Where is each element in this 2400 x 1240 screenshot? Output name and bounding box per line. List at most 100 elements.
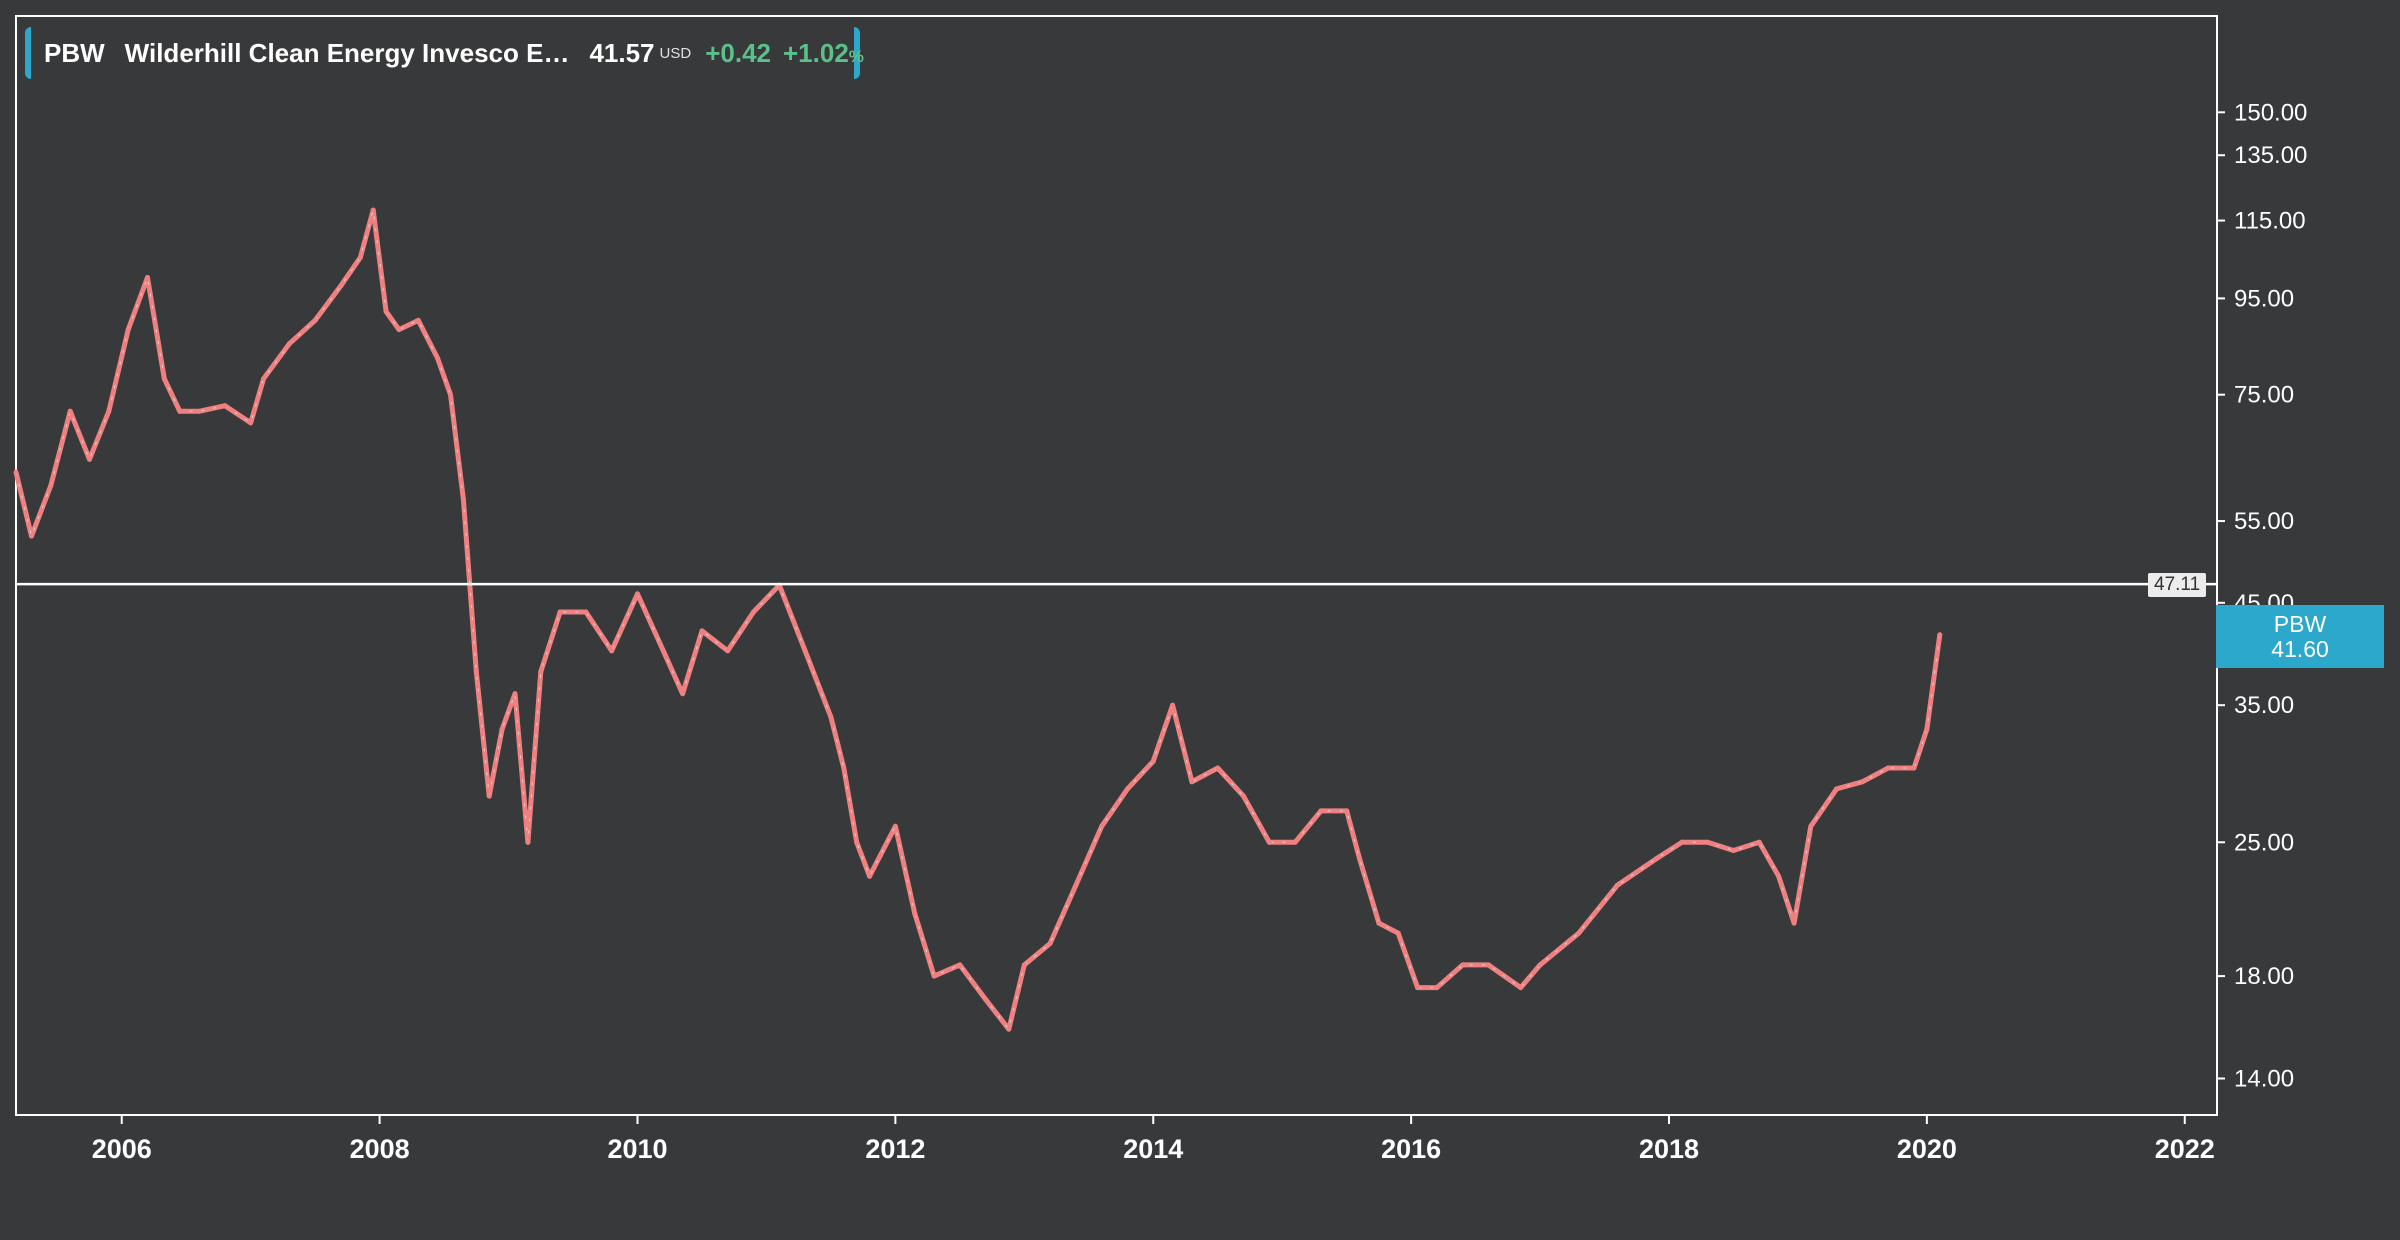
data-point xyxy=(1776,873,1782,879)
data-point xyxy=(29,533,34,539)
data-point xyxy=(1047,941,1053,946)
data-point xyxy=(1653,856,1659,862)
data-point xyxy=(1434,985,1440,991)
y-tick-label: 115.00 xyxy=(2234,208,2306,235)
data-point xyxy=(370,207,376,213)
data-point xyxy=(1170,702,1176,708)
y-tick-label: 75.00 xyxy=(2234,382,2294,409)
y-tick-label: 25.00 xyxy=(2234,829,2294,856)
plot-frame xyxy=(15,15,2218,1116)
data-point xyxy=(1266,839,1272,845)
data-point xyxy=(1099,823,1105,829)
horizontal-line-label[interactable]: 47.11 xyxy=(2148,573,2207,597)
data-point xyxy=(1731,848,1736,853)
data-point xyxy=(1241,793,1246,799)
data-point xyxy=(680,691,686,697)
legend-change-percent-value: +1.02 xyxy=(783,37,849,68)
x-tick-label: 2016 xyxy=(1381,1134,1441,1164)
y-tick-label: 150.00 xyxy=(2234,99,2307,126)
data-point xyxy=(161,376,167,382)
data-point xyxy=(106,408,112,414)
x-tick-label: 2012 xyxy=(865,1134,925,1164)
data-point xyxy=(751,609,756,615)
y-tick-label: 18.00 xyxy=(2234,963,2294,990)
y-axis: 150.00135.00115.0095.0075.0055.0045.0035… xyxy=(2217,99,2307,1092)
data-point xyxy=(1518,985,1524,991)
data-point xyxy=(460,496,466,502)
price-series-layer xyxy=(13,207,1943,1032)
data-point xyxy=(802,648,808,654)
data-point xyxy=(1791,920,1797,926)
data-point xyxy=(1376,920,1382,926)
y-tick-label: 14.00 xyxy=(2234,1065,2294,1092)
legend-symbol: PBW xyxy=(44,37,105,68)
data-point xyxy=(1006,1026,1012,1032)
x-tick-label: 2006 xyxy=(92,1134,152,1164)
data-point xyxy=(196,408,202,414)
data-point xyxy=(125,327,131,333)
data-point xyxy=(828,714,834,720)
data-point xyxy=(1292,839,1298,845)
y-tick-label: 95.00 xyxy=(2234,285,2294,312)
last-price-symbol: PBW xyxy=(2273,611,2327,637)
y-tick-label: 55.00 xyxy=(2234,508,2294,535)
data-point xyxy=(415,317,421,323)
data-point xyxy=(1756,839,1762,845)
data-point xyxy=(1834,786,1840,792)
data-point xyxy=(286,341,292,347)
x-axis: 2006 2008 2010 2012 2014 2016 2018 2020 2022 xyxy=(92,1115,2215,1164)
data-point xyxy=(1073,882,1079,888)
data-point xyxy=(499,726,505,732)
data-point xyxy=(957,962,963,968)
data-point xyxy=(1885,765,1891,771)
legend-name: Wilderhill Clean Energy Invesco E… xyxy=(124,37,570,68)
data-point xyxy=(1924,726,1930,732)
data-point xyxy=(1357,856,1363,862)
x-tick-label: 2020 xyxy=(1897,1134,1957,1164)
data-point xyxy=(396,327,402,333)
data-point xyxy=(1189,779,1195,785)
data-point xyxy=(699,628,705,634)
data-point xyxy=(557,609,563,615)
data-point xyxy=(1808,823,1814,829)
data-point xyxy=(538,669,544,675)
x-tick-label: 2018 xyxy=(1639,1134,1699,1164)
data-point xyxy=(145,275,150,280)
x-tick-label: 2022 xyxy=(2155,1134,2215,1164)
data-point xyxy=(892,823,898,829)
data-point xyxy=(609,648,615,654)
data-point xyxy=(912,910,918,916)
data-point xyxy=(1395,930,1401,936)
data-point xyxy=(725,648,731,654)
data-point xyxy=(1318,808,1324,814)
data-point xyxy=(448,392,453,398)
y-tick-label: 35.00 xyxy=(2234,692,2294,719)
data-point xyxy=(222,403,228,409)
data-point xyxy=(357,255,363,261)
data-point xyxy=(383,309,389,314)
symbol-legend[interactable]: PBW Wilderhill Clean Energy Invesco E… 4… xyxy=(25,27,864,79)
data-point xyxy=(583,609,589,615)
data-point xyxy=(512,691,518,697)
series-line-pbw xyxy=(13,207,1943,1032)
data-point xyxy=(248,420,254,426)
data-point xyxy=(1150,758,1156,764)
data-point xyxy=(525,839,531,845)
data-point xyxy=(1911,765,1917,771)
data-point xyxy=(13,469,19,475)
data-point xyxy=(854,839,860,845)
data-point xyxy=(486,793,492,799)
data-point xyxy=(87,456,92,462)
data-point xyxy=(1415,985,1421,991)
legend-currency: USD xyxy=(659,44,692,62)
legend-change: +0.42 xyxy=(705,37,771,68)
data-point xyxy=(635,591,640,597)
data-point xyxy=(983,996,989,1002)
data-point xyxy=(1344,808,1350,814)
data-point xyxy=(48,483,54,489)
data-point xyxy=(177,408,183,414)
data-point xyxy=(1537,962,1543,968)
data-point xyxy=(1460,962,1466,968)
data-point xyxy=(1576,930,1582,936)
